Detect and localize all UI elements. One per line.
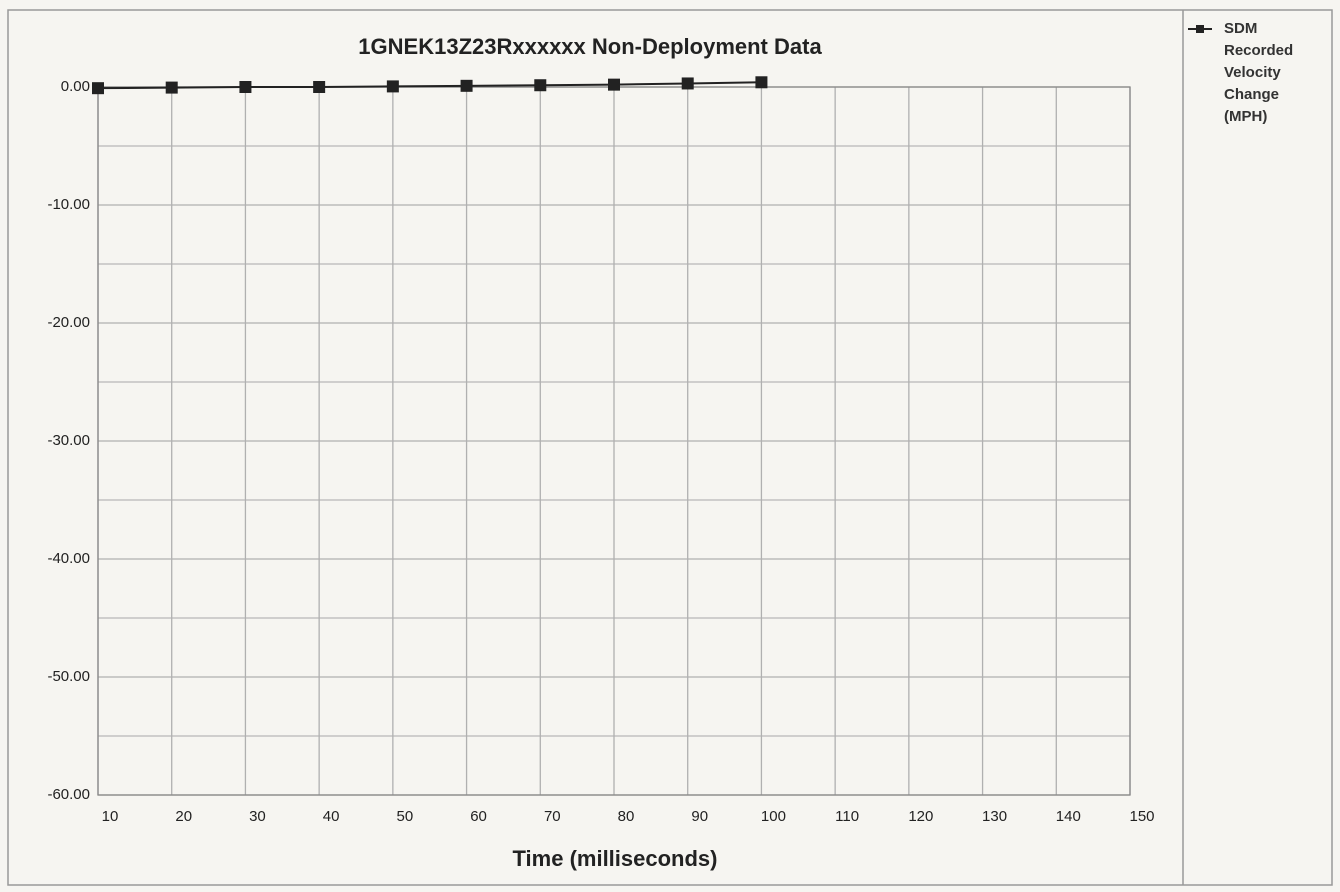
x-tick-label: 50 xyxy=(397,808,414,825)
x-tick-label: 40 xyxy=(323,808,340,825)
x-tick-label: 30 xyxy=(249,808,266,825)
y-tick-label: -40.00 xyxy=(47,550,90,567)
x-axis-title: Time (milliseconds) xyxy=(513,846,718,871)
x-tick-label: 10 xyxy=(102,808,119,825)
x-tick-label: 140 xyxy=(1056,808,1081,825)
x-tick-label: 70 xyxy=(544,808,561,825)
legend-label: SDM Recorded Velocity Change (MPH) xyxy=(1224,20,1294,125)
frame xyxy=(7,9,1333,886)
y-tick-label: -30.00 xyxy=(47,432,90,449)
point-marker xyxy=(681,77,694,90)
point-marker xyxy=(92,82,104,95)
point-marker xyxy=(534,79,547,92)
x-tick-label: 60 xyxy=(470,808,487,825)
y-tick-label: -60.00 xyxy=(47,786,90,803)
x-tick-label: 120 xyxy=(908,808,933,825)
y-tick-label: 0.00 xyxy=(61,78,90,95)
y-tick-label: -50.00 xyxy=(47,668,90,685)
x-tick-label: 150 xyxy=(1129,808,1154,825)
x-tick-label: 100 xyxy=(761,808,786,825)
x-tick-label: 80 xyxy=(618,808,635,825)
point-marker xyxy=(239,81,252,93)
series-line xyxy=(97,81,762,90)
point-marker xyxy=(755,76,768,89)
y-tick-label: -20.00 xyxy=(47,314,90,331)
y-tick-label: -10.00 xyxy=(47,196,90,213)
point-marker xyxy=(608,78,620,91)
x-tick-label: 110 xyxy=(835,808,859,825)
legend-marker xyxy=(1196,25,1204,33)
x-tick-label: 130 xyxy=(982,808,1007,825)
point-marker xyxy=(313,81,326,93)
chart-title: 1GNEK13Z23Rxxxxxx Non-Deployment Data xyxy=(358,34,822,59)
x-tick-label: 90 xyxy=(691,808,708,825)
x-tick-label: 20 xyxy=(175,808,192,825)
point-marker xyxy=(165,81,178,94)
point-marker xyxy=(460,79,473,92)
point-marker xyxy=(386,80,399,93)
